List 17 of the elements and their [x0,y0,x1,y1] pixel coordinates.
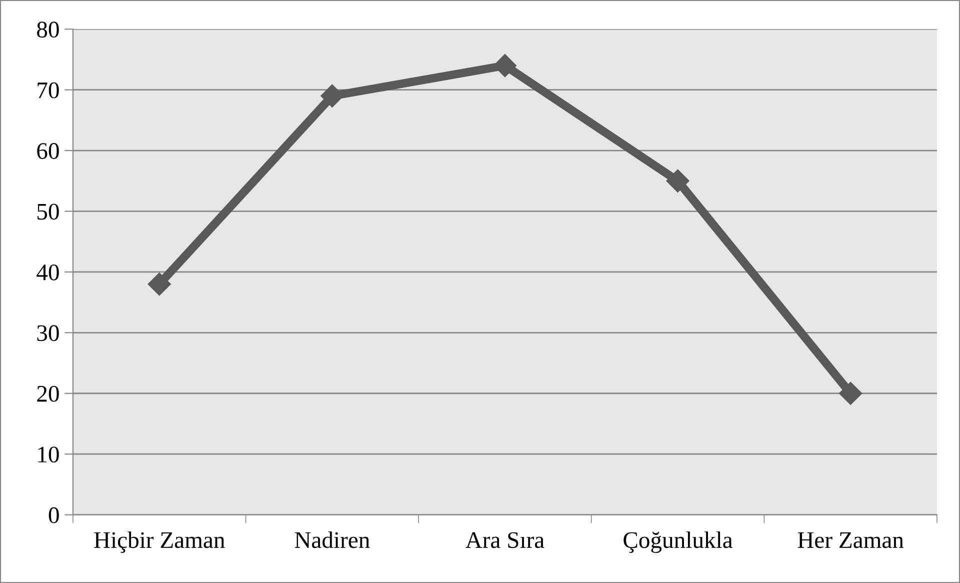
y-tick-label: 30 [37,325,59,342]
y-tick-label: 40 [36,264,59,280]
y-tick-label: 60 [37,143,59,159]
x-tick-label: Çoğunlukla [624,531,733,553]
point [148,272,171,296]
y-tick-label: 20 [37,386,59,402]
y-tick-label: 10 [38,446,59,463]
y-tick-label: 80 [37,22,59,38]
x-tick-label: Nadiren [294,531,370,548]
point [839,382,862,405]
y-tick-label: 50 [38,204,59,220]
x-tick-label: Ara Sıra [466,532,544,548]
y-tick-label: 0 [48,507,59,524]
point [666,169,690,192]
x-tick-label: Her Zaman [798,532,904,548]
y-tick-label: 70 [38,82,59,98]
x-tick-label: Hiçbir Zaman [94,531,225,553]
